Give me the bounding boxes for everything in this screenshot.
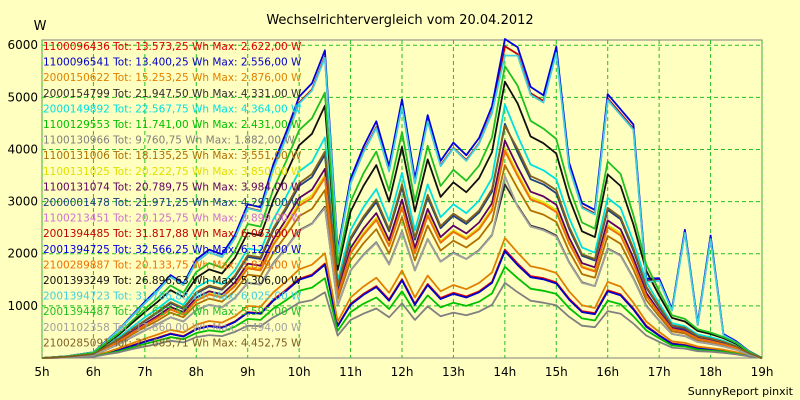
legend-entry-3: 2000150622 Tot: 15.253,25 Wh Max: 2.876,… <box>43 72 302 84</box>
legend-entry-2: 1100096541 Tot: 13.400,25 Wh Max: 2.556,… <box>43 57 302 69</box>
series-line-6 <box>41 265 763 359</box>
series-line-10 <box>41 139 763 359</box>
legend-entry-20: 2100285091 Tot: 21.685,71 Wh Max: 4.452,… <box>43 337 302 349</box>
x-tick-label: 19h <box>751 365 774 379</box>
x-tick-label: 6h <box>86 365 101 379</box>
x-tick-label: 15h <box>545 365 568 379</box>
axes: 5h 6h 7h 8h 9h 10h 11h 12h 13h 14h 15h 16h 17h 18h 19h… <box>7 38 773 379</box>
legend-entry-18: 2001394487 Tot: 27.617,50 Wh Max: 5.595,… <box>43 306 302 318</box>
legend-entry-7: 1100130966 Tot: 9.760,75 Wh Max: 1.882,0… <box>43 135 295 147</box>
legend-entry-8: 1100131006 Tot: 18.135,25 Wh Max: 3.551,… <box>43 150 302 162</box>
series-line-3 <box>41 237 763 359</box>
legend-entry-13: 2001394485 Tot: 31.817,88 Wh Max: 6.063,… <box>43 228 302 240</box>
x-tick-label: 16h <box>596 365 619 379</box>
legend-entry-10: 1100131074 Tot: 20.789,75 Wh Max: 3.984,… <box>43 181 302 193</box>
x-tick-label: 8h <box>189 365 204 379</box>
y-axis-unit-label: W <box>34 19 47 34</box>
chart-title: Wechselrichtervergleich vom 20.04.2012 <box>266 13 533 28</box>
legend-entry-15: 2100289887 Tot: 20.133,75 Wh Max: 3.839,… <box>43 259 302 271</box>
legend-entry-17: 2001394723 Tot: 31.786,88 Wh Max: 6.025,… <box>43 291 302 303</box>
x-tick-label: 10h <box>288 365 311 379</box>
x-tick-label: 18h <box>699 365 722 379</box>
legend-entry-14: 2001394725 Tot: 32.566,25 Wh Max: 6.122,… <box>43 244 302 256</box>
legend-entry-5: 2000149892 Tot: 22.567,75 Wh Max: 4.364,… <box>43 103 302 115</box>
series-line-17 <box>41 52 763 359</box>
x-tick-label: 9h <box>240 365 255 379</box>
legend-entry-9: 1100131025 Tot: 20.222,75 Wh Max: 3.850,… <box>43 166 302 178</box>
legend: 1100096436 Tot: 13.573,25 Wh Max: 2.622,… <box>43 41 302 349</box>
series-line-19 <box>41 175 763 359</box>
footer-credit: SunnyReport pinxit <box>688 385 794 398</box>
legend-entry-6: 1100129553 Tot: 11.741,00 Wh Max: 2.431,… <box>43 119 302 131</box>
legend-entry-1: 1100096436 Tot: 13.573,25 Wh Max: 2.622,… <box>43 41 302 53</box>
series-line-2 <box>41 250 763 359</box>
series-line-15 <box>41 150 763 359</box>
legend-entry-16: 2001393249 Tot: 26.896,63 Wh Max: 5.306,… <box>43 275 302 287</box>
series-layer <box>41 38 763 359</box>
x-tick-label: 12h <box>391 365 414 379</box>
x-tick-label: 14h <box>493 365 516 379</box>
series-line-7 <box>41 281 763 359</box>
series-line-18 <box>41 65 763 359</box>
y-tick-label: 1000 <box>7 299 38 313</box>
y-tick-label: 6000 <box>7 38 38 52</box>
legend-entry-4: 2000154799 Tot: 21.947,50 Wh Max: 4.331,… <box>43 88 302 100</box>
x-tick-label: 11h <box>339 365 362 379</box>
legend-entry-11: 2000001478 Tot: 21.971,25 Wh Max: 4.291,… <box>43 197 302 209</box>
x-tick-label: 13h <box>442 365 465 379</box>
series-line-8 <box>41 164 763 359</box>
x-tick-label: 17h <box>648 365 671 379</box>
legend-entry-19: 2001102358 Tot: 17.860,00 Wh Max: 3.494,… <box>43 322 302 334</box>
y-tick-label: 3000 <box>7 195 38 209</box>
x-tick-label: 5h <box>34 365 49 379</box>
y-tick-label: 4000 <box>7 142 38 156</box>
x-tick-label: 7h <box>137 365 152 379</box>
series-line-16 <box>41 80 763 359</box>
series-line-20 <box>41 125 763 359</box>
y-tick-label: 5000 <box>7 90 38 104</box>
y-tick-label: 2000 <box>7 247 38 261</box>
legend-entry-12: 1100213451 Tot: 20.125,75 Wh Max: 3.899,… <box>43 213 302 225</box>
